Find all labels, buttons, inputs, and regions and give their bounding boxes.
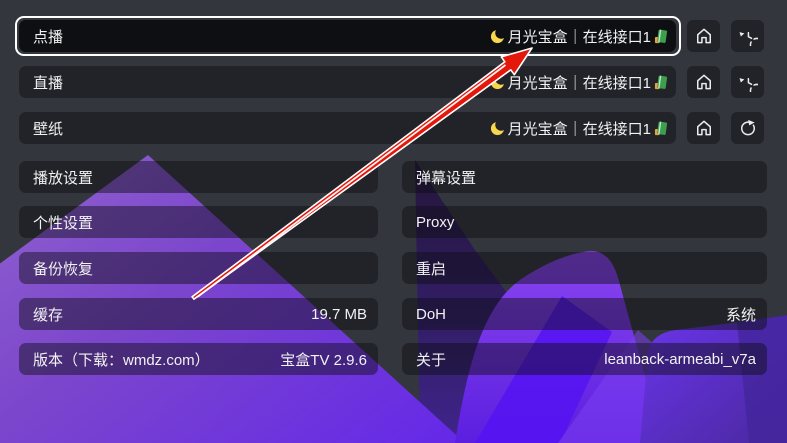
source-label: 月光宝盒｜在线接口1: [507, 28, 651, 46]
moon-icon: [490, 75, 504, 89]
history-icon: [739, 31, 758, 46]
settings-row-proxy[interactable]: Proxy: [402, 206, 767, 238]
row-value: 19.7 MB: [311, 305, 367, 323]
home-icon: [696, 28, 711, 44]
moon-icon: [490, 121, 504, 135]
row-label: 壁纸: [33, 120, 64, 138]
home-button[interactable]: [687, 112, 720, 144]
book-icon: [654, 121, 668, 135]
source-badge: 月光宝盒｜在线接口1: [490, 26, 676, 47]
home-button[interactable]: [687, 66, 720, 98]
refresh-icon: [740, 119, 755, 136]
settings-row-playback[interactable]: 播放设置: [19, 161, 378, 193]
settings-row-version[interactable]: 版本（下载：wmdz.com） 宝盒TV 2.9.6: [19, 343, 378, 375]
menu-row-wallpaper[interactable]: 壁纸 月光宝盒｜在线接口1: [19, 112, 676, 144]
row-label: Proxy: [416, 213, 455, 231]
row-label: 直播: [33, 74, 64, 92]
row-label: 点播: [33, 28, 64, 46]
moon-icon: [490, 29, 504, 43]
settings-row-personalization[interactable]: 个性设置: [19, 206, 378, 238]
book-icon: [654, 29, 668, 43]
settings-row-about[interactable]: 关于 leanback-armeabi_v7a: [402, 343, 767, 375]
row-value: 宝盒TV 2.9.6: [280, 351, 367, 369]
home-button[interactable]: [687, 20, 720, 52]
row-label: 个性设置: [33, 214, 94, 232]
source-badge: 月光宝盒｜在线接口1: [490, 118, 676, 139]
row-label: 备份恢复: [33, 260, 94, 278]
row-label: 关于: [416, 351, 447, 369]
settings-row-danmaku[interactable]: 弹幕设置: [402, 161, 767, 193]
row-label: 播放设置: [33, 169, 94, 187]
home-icon: [696, 120, 711, 136]
row-value: 系统: [725, 306, 756, 324]
settings-row-doh[interactable]: DoH 系统: [402, 298, 767, 330]
row-label: DoH: [416, 305, 447, 323]
row-label: 弹幕设置: [416, 169, 477, 187]
source-badge: 月光宝盒｜在线接口1: [490, 72, 676, 93]
row-label: 缓存: [33, 306, 64, 324]
menu-row-live[interactable]: 直播 月光宝盒｜在线接口1: [19, 66, 676, 98]
settings-row-backup[interactable]: 备份恢复: [19, 252, 378, 284]
home-icon: [696, 74, 711, 90]
history-button[interactable]: [731, 20, 764, 52]
refresh-button[interactable]: [731, 112, 764, 144]
history-button[interactable]: [731, 66, 764, 98]
settings-row-restart[interactable]: 重启: [402, 252, 767, 284]
source-label: 月光宝盒｜在线接口1: [507, 120, 651, 138]
row-label: 重启: [416, 260, 447, 278]
book-icon: [654, 75, 668, 89]
row-label: 版本（下载：wmdz.com）: [33, 351, 210, 369]
menu-row-vod[interactable]: 点播 月光宝盒｜在线接口1: [19, 20, 676, 52]
source-label: 月光宝盒｜在线接口1: [507, 74, 651, 92]
row-value: leanback-armeabi_v7a: [604, 350, 756, 368]
settings-row-cache[interactable]: 缓存 19.7 MB: [19, 298, 378, 330]
history-icon: [739, 77, 758, 92]
